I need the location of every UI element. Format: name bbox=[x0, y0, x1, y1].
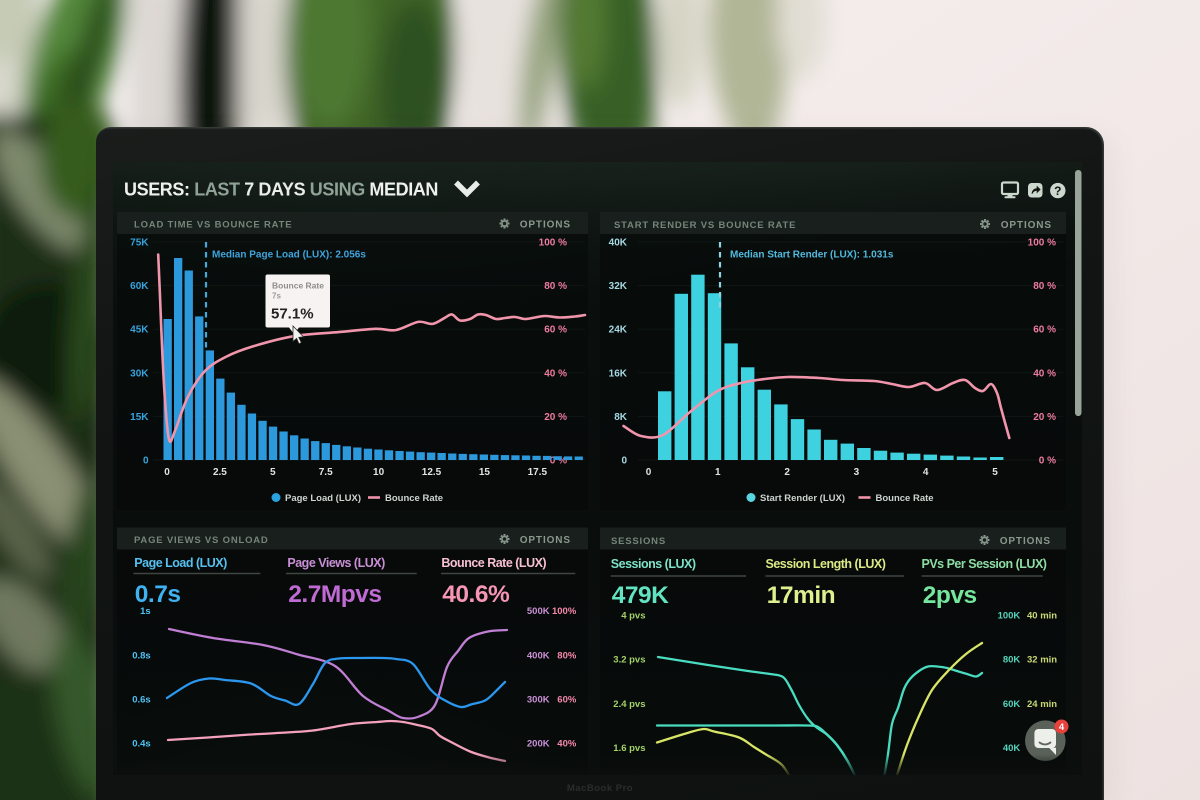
svg-text:5: 5 bbox=[270, 467, 276, 478]
svg-text:SESSIONS: SESSIONS bbox=[611, 536, 666, 547]
svg-text:15: 15 bbox=[479, 467, 491, 478]
svg-text:60 %: 60 % bbox=[544, 325, 567, 336]
svg-text:Bounce Rate: Bounce Rate bbox=[272, 281, 324, 291]
svg-text:300K: 300K bbox=[527, 694, 550, 705]
svg-text:17min: 17min bbox=[767, 582, 835, 609]
svg-text:5: 5 bbox=[992, 467, 998, 478]
svg-text:30K: 30K bbox=[130, 368, 149, 379]
svg-text:0: 0 bbox=[621, 456, 627, 467]
svg-text:24 min: 24 min bbox=[1027, 699, 1057, 710]
svg-text:75K: 75K bbox=[130, 238, 149, 249]
svg-text:0: 0 bbox=[646, 467, 652, 478]
svg-text:2.7Mpvs: 2.7Mpvs bbox=[288, 581, 381, 608]
svg-text:3: 3 bbox=[854, 467, 860, 478]
svg-text:OPTIONS: OPTIONS bbox=[1001, 220, 1052, 231]
svg-text:2.4 pvs: 2.4 pvs bbox=[613, 699, 645, 710]
svg-text:500K: 500K bbox=[527, 606, 550, 617]
svg-text:OPTIONS: OPTIONS bbox=[520, 535, 571, 546]
svg-text:0 %: 0 % bbox=[550, 456, 567, 467]
svg-text:32K: 32K bbox=[609, 281, 628, 292]
svg-text:24K: 24K bbox=[609, 325, 628, 336]
svg-text:Page Load (LUX): Page Load (LUX) bbox=[134, 556, 227, 570]
svg-text:400K: 400K bbox=[527, 650, 550, 661]
svg-text:100K: 100K bbox=[998, 611, 1021, 622]
svg-text:?: ? bbox=[1054, 184, 1061, 198]
svg-text:100 %: 100 % bbox=[539, 238, 567, 249]
svg-text:LOAD TIME VS BOUNCE RATE: LOAD TIME VS BOUNCE RATE bbox=[134, 220, 292, 231]
svg-text:0.4s: 0.4s bbox=[132, 739, 151, 750]
svg-text:7.5: 7.5 bbox=[319, 467, 333, 478]
svg-text:1: 1 bbox=[715, 467, 721, 478]
svg-text:Start Render (LUX): Start Render (LUX) bbox=[760, 493, 845, 504]
svg-text:20 %: 20 % bbox=[1033, 412, 1056, 423]
svg-text:20 %: 20 % bbox=[544, 412, 567, 423]
svg-text:60%: 60% bbox=[557, 694, 577, 705]
svg-text:12.5: 12.5 bbox=[422, 467, 442, 478]
svg-text:8K: 8K bbox=[614, 412, 628, 423]
svg-text:100%: 100% bbox=[552, 606, 577, 617]
svg-text:0.7s: 0.7s bbox=[135, 581, 181, 608]
svg-text:80K: 80K bbox=[1003, 655, 1021, 666]
svg-text:45K: 45K bbox=[130, 325, 149, 336]
svg-text:Bounce Rate: Bounce Rate bbox=[876, 493, 934, 504]
svg-text:Sessions (LUX): Sessions (LUX) bbox=[611, 557, 696, 571]
svg-text:32 min: 32 min bbox=[1027, 655, 1057, 666]
svg-text:4: 4 bbox=[1059, 722, 1065, 733]
svg-text:479K: 479K bbox=[612, 582, 669, 609]
svg-text:START RENDER VS BOUNCE RATE: START RENDER VS BOUNCE RATE bbox=[614, 220, 796, 231]
svg-text:10: 10 bbox=[373, 467, 385, 478]
svg-text:OPTIONS: OPTIONS bbox=[1000, 536, 1051, 547]
svg-text:PVs Per Session (LUX): PVs Per Session (LUX) bbox=[922, 557, 1047, 571]
svg-text:2: 2 bbox=[784, 467, 790, 478]
svg-text:4: 4 bbox=[923, 467, 929, 478]
svg-text:0: 0 bbox=[164, 467, 170, 478]
svg-text:2.5: 2.5 bbox=[213, 467, 227, 478]
svg-text:16K: 16K bbox=[609, 368, 628, 379]
svg-text:40.6%: 40.6% bbox=[442, 581, 510, 608]
svg-text:40%: 40% bbox=[557, 739, 577, 750]
svg-text:3.2 pvs: 3.2 pvs bbox=[613, 655, 645, 666]
svg-text:40K: 40K bbox=[609, 238, 628, 249]
svg-text:80 %: 80 % bbox=[544, 281, 567, 292]
svg-text:Page Views (LUX): Page Views (LUX) bbox=[287, 556, 385, 570]
svg-text:4 pvs: 4 pvs bbox=[621, 611, 645, 622]
svg-text:57.1%: 57.1% bbox=[271, 306, 314, 323]
svg-text:PAGE VIEWS VS ONLOAD: PAGE VIEWS VS ONLOAD bbox=[134, 535, 269, 546]
svg-text:USERS: LAST 7 DAYS USING MEDIA: USERS: LAST 7 DAYS USING MEDIAN bbox=[124, 180, 438, 200]
svg-text:2pvs: 2pvs bbox=[923, 582, 977, 609]
svg-text:80 %: 80 % bbox=[1033, 281, 1056, 292]
svg-text:1.6 pvs: 1.6 pvs bbox=[613, 743, 645, 754]
svg-text:Page Load (LUX): Page Load (LUX) bbox=[285, 493, 361, 504]
svg-text:0.8s: 0.8s bbox=[132, 650, 151, 661]
svg-text:7s: 7s bbox=[272, 292, 281, 301]
svg-text:Median Page Load (LUX): 2.056s: Median Page Load (LUX): 2.056s bbox=[212, 250, 366, 261]
svg-text:60K: 60K bbox=[130, 281, 149, 292]
svg-text:100 %: 100 % bbox=[1028, 238, 1056, 249]
svg-text:200K: 200K bbox=[527, 739, 550, 750]
svg-text:Bounce Rate (LUX): Bounce Rate (LUX) bbox=[441, 556, 546, 570]
svg-text:40K: 40K bbox=[1003, 743, 1021, 754]
svg-text:40 %: 40 % bbox=[544, 368, 567, 379]
svg-text:Median Start Render (LUX): 1.0: Median Start Render (LUX): 1.031s bbox=[730, 250, 894, 261]
svg-text:60 %: 60 % bbox=[1033, 325, 1056, 336]
svg-text:0 %: 0 % bbox=[1039, 456, 1056, 467]
svg-text:1s: 1s bbox=[140, 606, 151, 617]
svg-text:15K: 15K bbox=[130, 412, 149, 423]
svg-text:Bounce Rate: Bounce Rate bbox=[385, 493, 443, 504]
svg-text:60K: 60K bbox=[1003, 699, 1021, 710]
svg-text:80%: 80% bbox=[557, 650, 577, 661]
svg-text:0: 0 bbox=[143, 456, 149, 467]
svg-text:17.5: 17.5 bbox=[528, 467, 548, 478]
svg-text:OPTIONS: OPTIONS bbox=[520, 220, 571, 231]
svg-text:Session Length (LUX): Session Length (LUX) bbox=[766, 557, 886, 571]
svg-text:40 %: 40 % bbox=[1033, 368, 1056, 379]
svg-text:0.6s: 0.6s bbox=[132, 694, 151, 705]
svg-text:40 min: 40 min bbox=[1027, 611, 1057, 622]
